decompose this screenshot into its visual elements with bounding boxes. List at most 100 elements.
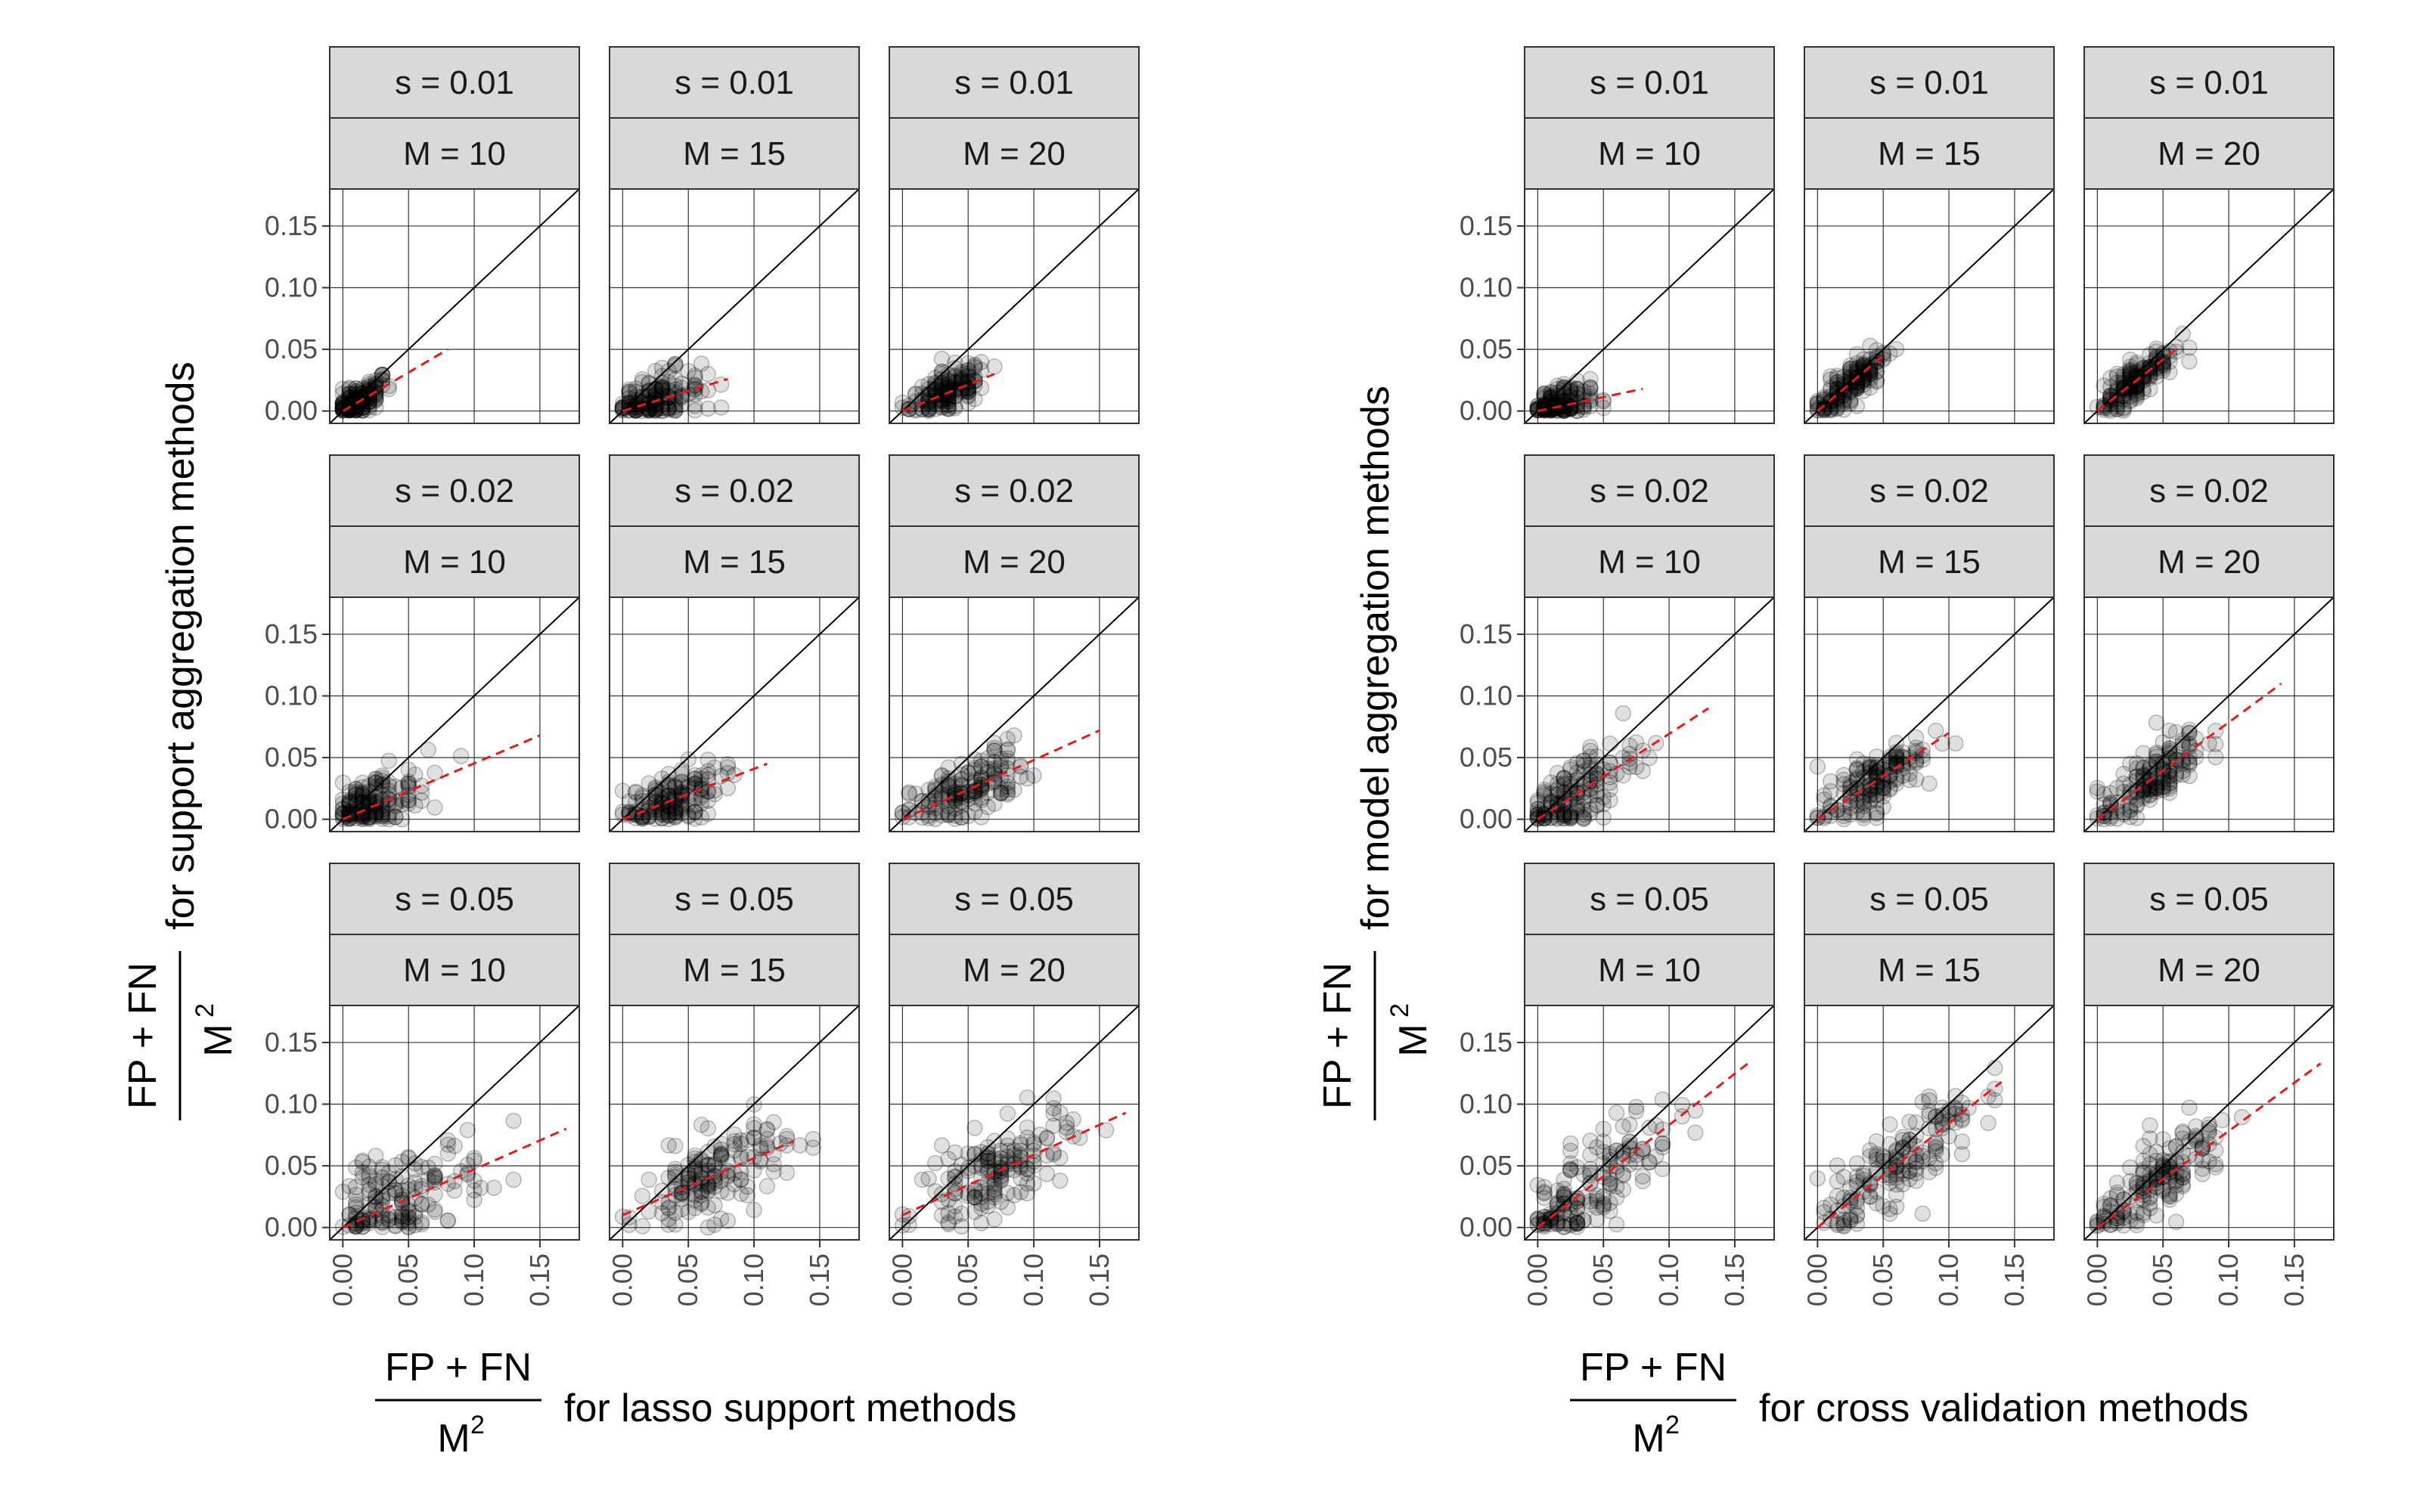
facet-panel: s = 0.02M = 20 bbox=[2083, 454, 2335, 832]
x-tick-label: 0.15 bbox=[1999, 1253, 2030, 1306]
data-point bbox=[2167, 1213, 2185, 1230]
data-point bbox=[1012, 768, 1029, 785]
data-point bbox=[1875, 349, 1891, 367]
data-point bbox=[1608, 1216, 1625, 1233]
facet-strip-s-label: s = 0.05 bbox=[395, 881, 514, 918]
identity-line bbox=[1804, 597, 2054, 832]
data-point bbox=[1562, 1162, 1579, 1179]
data-point bbox=[2096, 1195, 2112, 1213]
data-point bbox=[459, 1122, 476, 1139]
data-point bbox=[1012, 1142, 1029, 1159]
data-point bbox=[361, 777, 377, 795]
data-point bbox=[1809, 809, 1826, 826]
y-tick-label: 0.05 bbox=[265, 333, 318, 364]
data-point bbox=[2155, 1131, 2171, 1148]
data-point bbox=[347, 1218, 365, 1235]
data-layer bbox=[1804, 597, 2054, 832]
data-point bbox=[341, 795, 358, 812]
data-point bbox=[1822, 1196, 1839, 1213]
data-point bbox=[719, 755, 737, 773]
data-point bbox=[368, 799, 384, 816]
data-point bbox=[1882, 767, 1898, 783]
data-point bbox=[700, 1120, 717, 1137]
facet-strip-m bbox=[1804, 934, 2055, 1006]
data-point bbox=[1868, 759, 1885, 776]
data-point bbox=[746, 1162, 762, 1179]
data-point bbox=[407, 1155, 424, 1172]
data-point bbox=[2187, 1118, 2204, 1135]
data-point bbox=[1627, 1147, 1645, 1163]
data-point bbox=[660, 806, 677, 823]
data-point bbox=[1816, 400, 1832, 417]
data-point bbox=[687, 804, 703, 821]
data-point bbox=[1575, 784, 1592, 801]
data-point bbox=[2142, 1117, 2158, 1134]
data-point bbox=[1855, 373, 1872, 390]
identity-line bbox=[2084, 597, 2334, 832]
data-point bbox=[1941, 1113, 1957, 1130]
data-point bbox=[2187, 1131, 2204, 1148]
data-point bbox=[1888, 1170, 1905, 1186]
data-point bbox=[927, 393, 944, 410]
y-label-numerator: FP + FN bbox=[121, 962, 165, 1109]
data-point bbox=[966, 358, 983, 375]
data-point bbox=[1882, 773, 1898, 789]
data-point bbox=[400, 775, 417, 792]
data-point bbox=[1822, 388, 1839, 405]
data-point bbox=[1882, 1136, 1898, 1153]
data-point bbox=[400, 792, 417, 809]
data-point bbox=[361, 1196, 377, 1213]
data-point bbox=[979, 1153, 997, 1170]
data-point bbox=[1848, 1207, 1866, 1224]
data-point bbox=[667, 1216, 684, 1233]
data-point bbox=[641, 383, 657, 400]
data-point bbox=[641, 402, 657, 420]
data-point bbox=[1549, 397, 1566, 414]
data-point bbox=[1862, 1188, 1879, 1205]
data-point bbox=[387, 1218, 404, 1235]
facet-panel: s = 0.01M = 100.000.050.100.15 bbox=[1460, 46, 1775, 426]
data-point bbox=[2155, 765, 2171, 782]
data-point bbox=[953, 369, 970, 386]
data-point bbox=[361, 789, 377, 806]
data-point bbox=[2155, 354, 2171, 370]
data-point bbox=[660, 1199, 677, 1216]
data-point bbox=[1582, 756, 1599, 773]
data-point bbox=[2167, 723, 2185, 741]
data-point bbox=[1848, 378, 1866, 395]
data-point bbox=[960, 368, 976, 385]
data-point bbox=[2122, 374, 2139, 391]
data-point bbox=[1568, 1219, 1586, 1235]
facet-panel: s = 0.02M = 15 bbox=[1804, 454, 2055, 832]
data-point bbox=[1855, 795, 1872, 812]
data-point bbox=[1065, 1111, 1081, 1128]
data-point bbox=[1888, 755, 1905, 772]
x-axis-label: FP + FNM 2 for cross validation methods bbox=[1570, 1346, 2248, 1461]
data-point bbox=[1556, 397, 1572, 414]
data-point bbox=[1615, 1181, 1632, 1198]
data-point bbox=[1842, 395, 1859, 411]
data-point bbox=[2096, 401, 2112, 418]
data-point bbox=[653, 795, 671, 812]
data-point bbox=[653, 1204, 671, 1222]
data-point bbox=[673, 375, 690, 392]
data-point bbox=[940, 383, 957, 400]
data-point bbox=[653, 795, 671, 812]
data-point bbox=[1829, 400, 1846, 417]
data-point bbox=[2161, 1163, 2178, 1181]
data-point bbox=[647, 810, 664, 827]
data-point bbox=[1862, 760, 1879, 776]
data-point bbox=[2142, 358, 2158, 376]
x-tick-label: 0.00 bbox=[327, 1253, 358, 1306]
x-tick-label: 0.10 bbox=[738, 1253, 769, 1306]
data-point bbox=[1556, 376, 1572, 392]
identity-line bbox=[1804, 189, 2054, 423]
data-point bbox=[1868, 1151, 1885, 1168]
data-point bbox=[966, 795, 983, 812]
data-point bbox=[999, 1137, 1016, 1154]
data-point bbox=[1615, 705, 1632, 722]
data-point bbox=[979, 1193, 997, 1210]
data-point bbox=[673, 389, 690, 406]
data-point bbox=[361, 1185, 377, 1202]
data-point bbox=[1556, 397, 1572, 414]
